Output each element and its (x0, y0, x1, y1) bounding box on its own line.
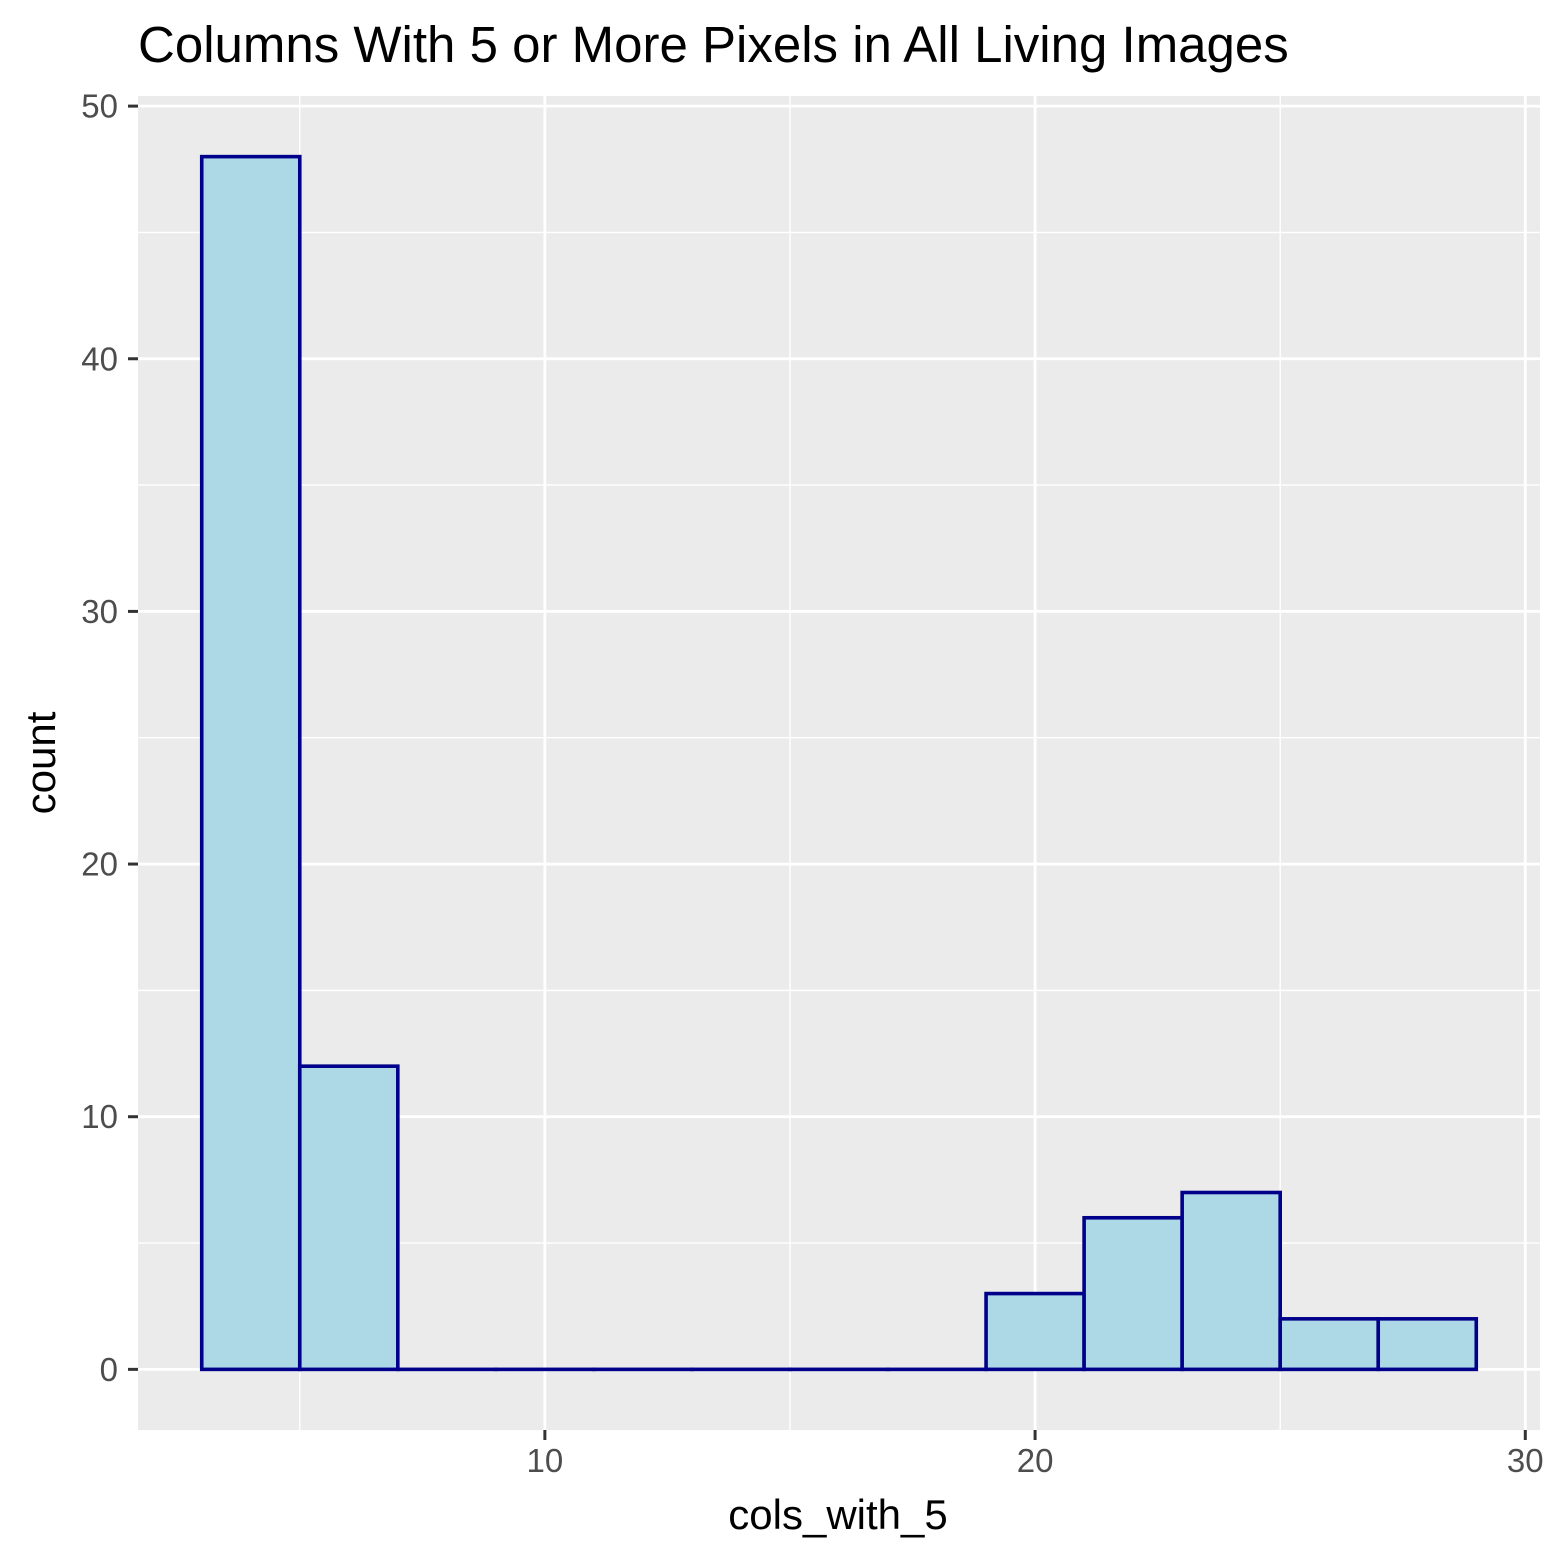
y-tick-label: 40 (81, 340, 118, 377)
x-axis-title: cols_with_5 (728, 1491, 947, 1538)
y-tick-label: 0 (100, 1351, 118, 1388)
y-tick-label: 50 (81, 88, 118, 125)
histogram-bars (199, 154, 1479, 1372)
y-tick-label: 30 (81, 593, 118, 630)
y-tick-label: 10 (81, 1098, 118, 1135)
histogram-bar (1376, 1317, 1479, 1372)
x-tick-label: 20 (1017, 1442, 1054, 1479)
x-axis: 10 20 30 (527, 1430, 1544, 1479)
histogram-bar (297, 1064, 400, 1372)
histogram-bar (199, 154, 302, 1372)
chart-title: Columns With 5 or More Pixels in All Liv… (138, 16, 1289, 73)
histogram-bar (1082, 1215, 1184, 1372)
y-axis-title: count (17, 711, 64, 814)
histogram-bar (984, 1291, 1086, 1372)
histogram-bar (1180, 1190, 1282, 1372)
histogram-bar (1278, 1317, 1381, 1372)
x-tick-label: 30 (1507, 1442, 1544, 1479)
x-tick-label: 10 (527, 1442, 564, 1479)
y-tick-label: 20 (81, 846, 118, 883)
y-axis: 0 10 20 30 40 50 (81, 88, 138, 1388)
